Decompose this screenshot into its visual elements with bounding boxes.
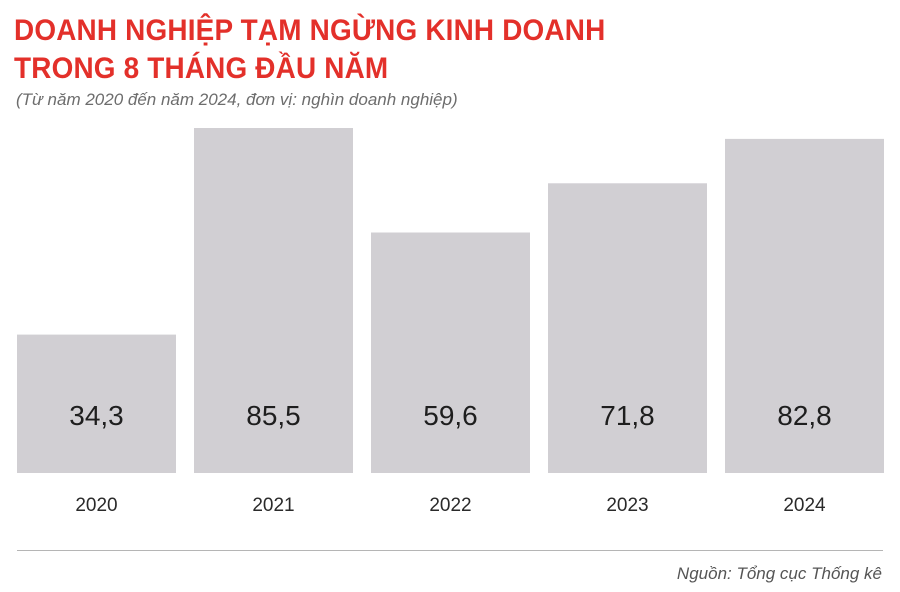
category-label-2021: 2021	[252, 495, 294, 516]
chart-title-line-1: DOANH NGHIỆP TẠM NGỪNG KINH DOANH	[14, 14, 606, 47]
value-label-2022: 59,6	[423, 400, 478, 431]
value-label-2023: 71,8	[600, 400, 655, 431]
bar-2024	[725, 138, 884, 474]
source-note: Nguồn: Tổng cục Thống kê	[676, 564, 882, 583]
category-label-2023: 2023	[606, 495, 648, 516]
value-label-2024: 82,8	[777, 400, 832, 431]
category-label-2022: 2022	[429, 495, 471, 516]
category-label-2024: 2024	[783, 495, 826, 516]
bar-2020	[17, 334, 176, 473]
footer-divider	[17, 550, 883, 551]
bar-2023	[548, 183, 707, 473]
chart-title: DOANH NGHIỆP TẠM NGỪNG KINH DOANH TRONG …	[14, 12, 605, 88]
bar-2022	[371, 232, 530, 473]
bar-2021	[194, 128, 353, 473]
chart-subtitle: (Từ năm 2020 đến năm 2024, đơn vị: nghìn…	[16, 90, 458, 109]
value-label-2020: 34,3	[69, 400, 124, 431]
value-label-2021: 85,5	[246, 400, 301, 431]
chart-title-line-2: TRONG 8 THÁNG ĐẦU NĂM	[14, 52, 389, 85]
category-label-2020: 2020	[75, 495, 117, 516]
